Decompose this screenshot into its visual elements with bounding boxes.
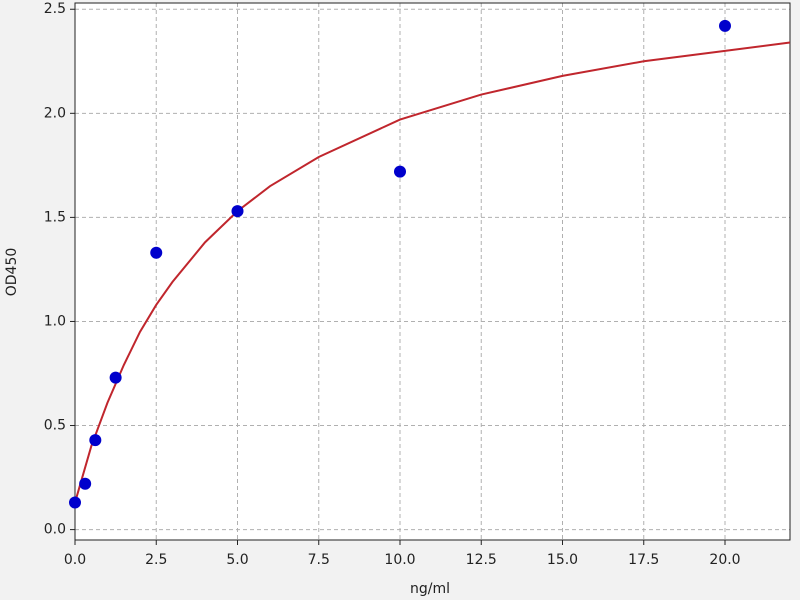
- y-tick-label: 0.0: [44, 522, 66, 538]
- x-tick-label: 10.0: [384, 552, 415, 568]
- y-tick-label: 2.0: [44, 105, 66, 121]
- plot-frame: [74, 2, 791, 541]
- x-tick-label: 2.5: [145, 552, 167, 568]
- data-point: [150, 246, 163, 259]
- plot-background: [75, 3, 790, 540]
- y-tick-label: 0.5: [44, 418, 66, 434]
- data-point: [394, 165, 406, 178]
- data-point: [79, 477, 92, 490]
- x-tick-label: 12.5: [466, 552, 497, 568]
- x-tick-label: 7.5: [308, 552, 330, 568]
- data-point: [109, 371, 122, 384]
- x-tick-label: 5.0: [226, 552, 248, 568]
- x-tick-label: 15.0: [547, 552, 578, 568]
- data-point: [231, 205, 244, 218]
- y-tick-label: 1.5: [44, 209, 66, 225]
- x-tick-label: 17.5: [628, 552, 659, 568]
- x-tick-label: 20.0: [709, 552, 740, 568]
- y-tick-label: 2.5: [44, 1, 66, 17]
- y-tick-label: 1.0: [44, 313, 66, 329]
- data-point: [719, 19, 731, 32]
- data-point: [69, 496, 81, 509]
- x-axis-label: ng/ml: [410, 581, 450, 597]
- data-point: [89, 434, 102, 447]
- y-axis-label: OD450: [4, 248, 20, 297]
- x-tick-label: 0.0: [64, 552, 86, 568]
